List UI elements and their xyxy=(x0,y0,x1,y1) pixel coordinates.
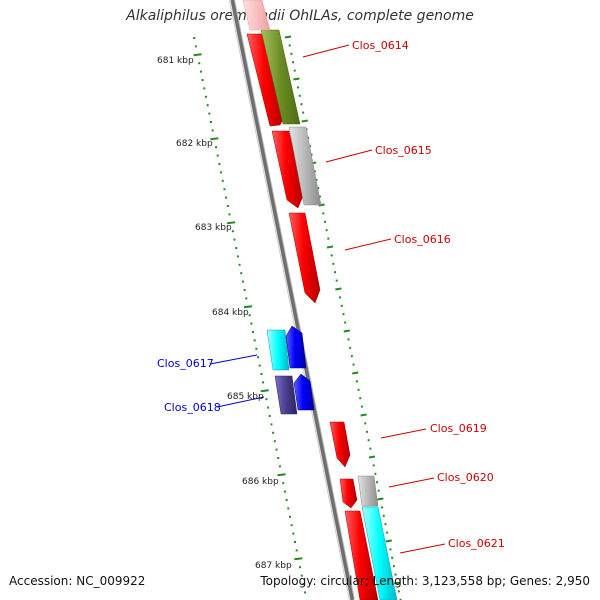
gene-clos-0620-arrow[interactable] xyxy=(339,478,358,509)
map-title: Alkaliphilus oremlandii OhILAs, complete… xyxy=(126,8,474,24)
gene-label-clos-0617[interactable]: Clos_0617 xyxy=(157,357,214,370)
ruler-major-tick xyxy=(368,455,376,459)
gene-clos-0617-cog-bar xyxy=(266,329,290,371)
gene-label-clos-0618[interactable]: Clos_0618 xyxy=(164,401,221,414)
ruler-major-tick xyxy=(260,389,269,393)
ruler-major-tick xyxy=(277,473,286,477)
ruler-major-tick xyxy=(385,539,392,543)
ruler-major-tick xyxy=(210,137,219,141)
ruler-major-tick xyxy=(318,203,325,207)
gene-clos-0617-arrow[interactable] xyxy=(285,325,307,369)
gene-clos-0620-cog-bar xyxy=(357,475,379,507)
gene-clos-0614[interactable] xyxy=(242,0,301,127)
gene-clos-0621[interactable] xyxy=(344,506,398,600)
ruler-major-tick xyxy=(394,581,401,585)
gene-clos-0620[interactable] xyxy=(339,475,379,509)
leader-clos-0621 xyxy=(399,543,446,554)
ruler-major-tick xyxy=(193,53,202,57)
ruler-major-tick xyxy=(335,287,342,291)
ruler-major-tick xyxy=(284,35,292,39)
leader-clos-0614 xyxy=(302,44,350,58)
ruler-label-684: 684 kbp xyxy=(212,308,249,318)
ruler-label-683: 683 kbp xyxy=(195,223,232,233)
ruler-major-tick xyxy=(377,497,384,501)
gene-label-clos-0615[interactable]: Clos_0615 xyxy=(375,144,432,157)
gene-clos-0619[interactable] xyxy=(329,421,351,468)
ruler-major-tick xyxy=(294,557,303,561)
leader-clos-0617 xyxy=(209,354,258,365)
ruler-major-tick xyxy=(360,413,367,417)
gene-clos-0619-arrow[interactable] xyxy=(329,421,351,468)
gene-clos-0621-arrow[interactable] xyxy=(344,510,379,600)
ruler-major-tick xyxy=(243,305,253,309)
gene-clos-0615-cog-bar xyxy=(288,126,322,206)
genome-summary-label: Topology: circular; Length: 3,123,558 bp… xyxy=(260,574,590,588)
ruler-label-686: 686 kbp xyxy=(242,477,279,487)
accession-label: Accession: NC_009922 xyxy=(9,574,146,588)
gene-clos-0616[interactable] xyxy=(288,212,321,304)
ruler-major-tick xyxy=(343,329,350,333)
leader-clos-0616 xyxy=(344,238,392,251)
ruler-major-tick xyxy=(227,221,236,225)
ruler-major-tick xyxy=(301,119,308,123)
gene-label-clos-0620[interactable]: Clos_0620 xyxy=(437,471,494,484)
genome-backbone-highlight xyxy=(229,0,351,600)
ruler-major-tick xyxy=(352,371,359,375)
leader-clos-0615 xyxy=(325,149,373,163)
ruler-label-687: 687 kbp xyxy=(255,561,292,571)
ruler-label-685: 685 kbp xyxy=(227,392,264,402)
leader-clos-0620 xyxy=(388,477,435,488)
gene-clos-0618-arrow[interactable] xyxy=(293,373,315,411)
ruler-label-681: 681 kbp xyxy=(157,56,194,66)
genome-backbone xyxy=(230,0,354,600)
gene-clos-0621-cog-bar xyxy=(361,506,398,600)
gene-clos-0618-cog-bar xyxy=(274,375,298,415)
gene-label-leaders xyxy=(209,44,446,554)
gene-label-clos-0621[interactable]: Clos_0621 xyxy=(448,537,505,550)
gene-clos-0616-arrow[interactable] xyxy=(288,212,321,304)
ruler-ticks xyxy=(193,35,402,600)
ruler-major-tick xyxy=(326,245,334,249)
ruler-major-tick xyxy=(293,77,300,81)
gene-clos-0617[interactable] xyxy=(266,325,307,371)
gene-label-clos-0614[interactable]: Clos_0614 xyxy=(352,39,409,52)
gene-clos-0614-cog-bar xyxy=(260,29,301,125)
gene-clos-0614-cog-top xyxy=(242,0,271,31)
leader-clos-0618 xyxy=(216,396,265,408)
gene-label-clos-0616[interactable]: Clos_0616 xyxy=(394,233,451,246)
leader-clos-0619 xyxy=(380,428,427,439)
gene-clos-0615[interactable] xyxy=(271,126,322,209)
ruler-label-682: 682 kbp xyxy=(176,139,213,149)
gene-label-clos-0619[interactable]: Clos_0619 xyxy=(430,422,487,435)
gene-clos-0618[interactable] xyxy=(274,373,315,415)
gene-clos-0615-arrow[interactable] xyxy=(271,130,304,209)
